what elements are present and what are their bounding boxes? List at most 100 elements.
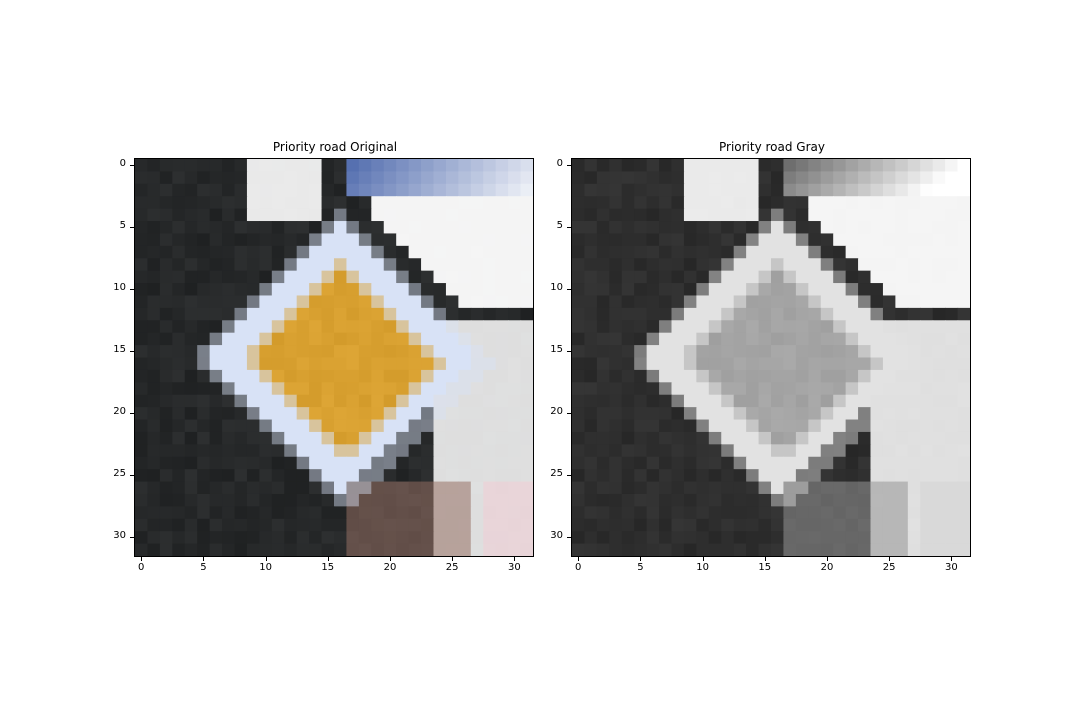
- gray-pixel: [882, 159, 896, 173]
- original-pixel: [346, 196, 360, 210]
- gray-pixel: [920, 345, 934, 359]
- original-xtick-label: 5: [200, 562, 207, 573]
- original-pixel: [495, 407, 509, 421]
- original-pixel: [520, 394, 533, 408]
- gray-pixel: [721, 171, 735, 185]
- gray-pixel: [572, 407, 586, 421]
- gray-pixel: [795, 543, 809, 556]
- gray-pixel: [733, 419, 747, 433]
- original-pixel: [445, 481, 459, 495]
- gray-ytick-label: 0: [556, 158, 563, 170]
- gray-pixel: [758, 221, 772, 235]
- original-pixel: [445, 394, 459, 408]
- original-pixel: [408, 245, 422, 259]
- gray-xtick-label: 25: [882, 562, 896, 573]
- original-pixel: [433, 543, 447, 556]
- original-pixel: [259, 518, 273, 532]
- gray-pixel: [795, 469, 809, 483]
- gray-pixel: [870, 208, 884, 222]
- gray-pixel: [572, 506, 586, 520]
- original-pixel: [458, 233, 472, 247]
- original-pixel: [396, 543, 410, 556]
- original-pixel: [172, 258, 186, 272]
- gray-pixel: [808, 196, 822, 210]
- original-pixel: [458, 419, 472, 433]
- gray-pixel: [932, 196, 946, 210]
- gray-pixel: [895, 369, 909, 383]
- original-pixel: [259, 307, 273, 321]
- gray-pixel: [634, 345, 648, 359]
- gray-pixel: [621, 208, 635, 222]
- original-pixel: [234, 183, 248, 197]
- original-pixel: [296, 183, 310, 197]
- gray-pixel: [957, 171, 970, 185]
- original-pixel: [396, 332, 410, 346]
- original-pixel: [483, 283, 497, 297]
- gray-pixel: [721, 270, 735, 284]
- gray-pixel: [882, 245, 896, 259]
- gray-pixel: [683, 493, 697, 507]
- original-pixel: [296, 245, 310, 259]
- original-pixel: [445, 493, 459, 507]
- original-xtick-label: 30: [507, 562, 521, 573]
- gray-pixel: [584, 332, 598, 346]
- original-pixel: [508, 208, 522, 222]
- original-pixel: [520, 307, 533, 321]
- gray-pixel: [895, 196, 909, 210]
- gray-pixel: [584, 369, 598, 383]
- gray-pixel: [808, 394, 822, 408]
- gray-pixel: [957, 518, 970, 532]
- gray-pixel: [746, 245, 760, 259]
- original-pixel: [433, 332, 447, 346]
- original-pixel: [172, 245, 186, 259]
- gray-pixel: [758, 543, 772, 556]
- original-pixel: [520, 419, 533, 433]
- gray-pixel: [621, 233, 635, 247]
- gray-pixel: [907, 208, 921, 222]
- original-pixel: [172, 208, 186, 222]
- gray-pixel: [795, 518, 809, 532]
- gray-pixel: [920, 543, 934, 556]
- gray-pixel: [634, 531, 648, 545]
- gray-pixel: [858, 456, 872, 470]
- original-pixel: [508, 469, 522, 483]
- original-pixel: [246, 196, 260, 210]
- original-pixel: [495, 456, 509, 470]
- original-pixel: [346, 431, 360, 445]
- original-pixel: [396, 258, 410, 272]
- gray-pixel: [733, 431, 747, 445]
- original-pixel: [172, 444, 186, 458]
- gray-pixel: [833, 531, 847, 545]
- gray-pixel: [659, 407, 673, 421]
- gray-pixel: [795, 307, 809, 321]
- original-pixel: [184, 196, 198, 210]
- gray-xtick-mark: [702, 557, 704, 561]
- gray-pixel: [572, 469, 586, 483]
- original-pixel: [396, 481, 410, 495]
- gray-pixel: [820, 493, 834, 507]
- gray-pixel: [895, 258, 909, 272]
- original-pixel: [321, 469, 335, 483]
- gray-pixel: [783, 382, 797, 396]
- original-pixel: [135, 493, 149, 507]
- original-pixel: [197, 382, 211, 396]
- gray-pixel: [882, 320, 896, 334]
- gray-pixel: [671, 183, 685, 197]
- gray-pixel: [895, 295, 909, 309]
- gray-pixel: [721, 407, 735, 421]
- gray-pixel: [957, 506, 970, 520]
- gray-pixel: [820, 531, 834, 545]
- original-pixel: [234, 171, 248, 185]
- original-pixel: [184, 481, 198, 495]
- gray-pixel: [932, 456, 946, 470]
- gray-pixel: [845, 320, 859, 334]
- original-pixel: [408, 221, 422, 235]
- gray-pixel: [932, 221, 946, 235]
- original-pixel: [470, 332, 484, 346]
- original-pixel: [458, 469, 472, 483]
- original-pixel: [321, 531, 335, 545]
- gray-pixel: [746, 183, 760, 197]
- original-pixel: [222, 345, 236, 359]
- original-pixel: [408, 295, 422, 309]
- gray-pixel: [845, 419, 859, 433]
